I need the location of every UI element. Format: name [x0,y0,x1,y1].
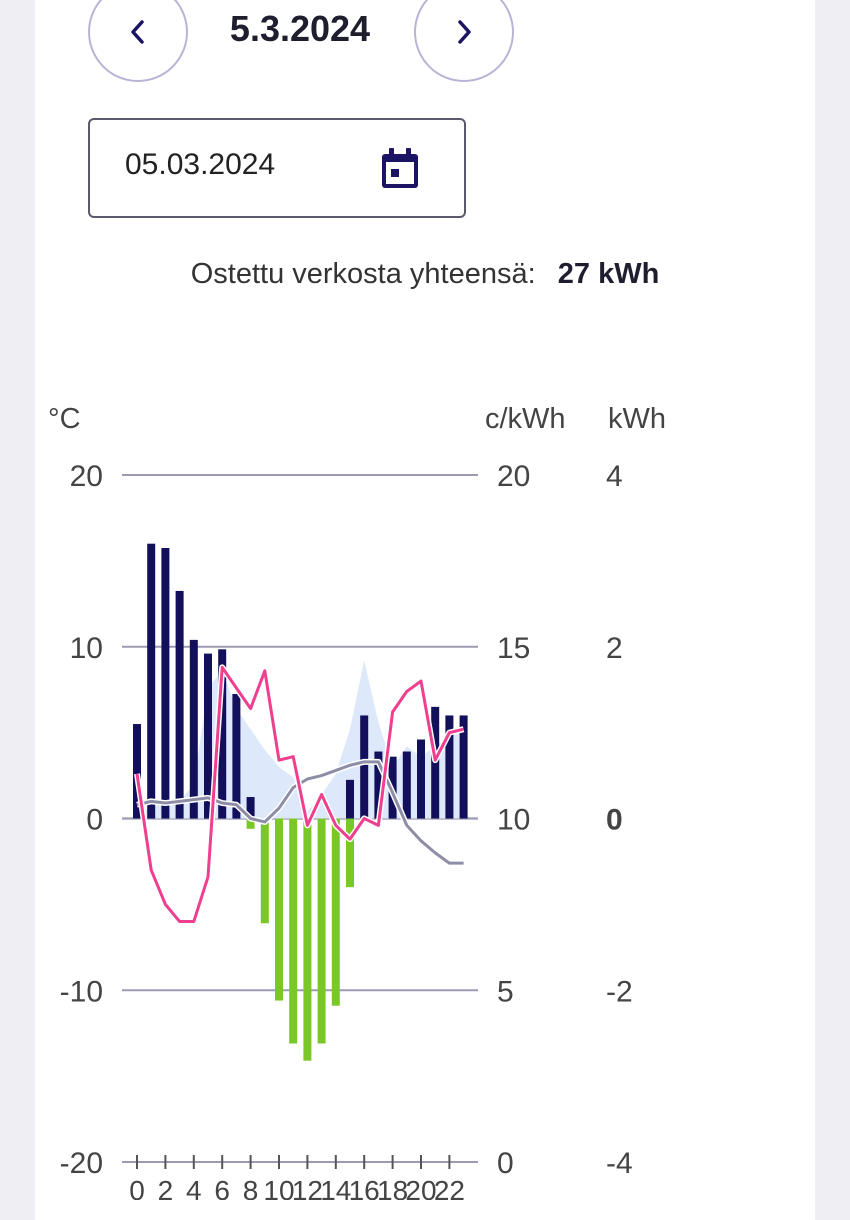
date-field-value: 05.03.2024 [125,148,276,181]
price-line [135,665,464,924]
right-axis-unit: kWh [608,403,666,435]
x-tick-label: 14 [320,1175,351,1200]
middle-axis-unit: c/kWh [485,403,566,435]
x-tick-label: 6 [214,1175,230,1200]
production-bar [260,818,269,924]
production-bar [275,818,283,1001]
consumption-bar [232,693,241,819]
left-tick-label: 0 [86,804,103,837]
summary-line: Ostettu verkosta yhteensä: 27 kWh [0,258,850,291]
consumption-bar [147,543,156,819]
middle-tick-label: 0 [497,1147,514,1180]
consumption-bar [459,715,468,819]
middle-tick-label: 20 [497,460,530,493]
production-bar [246,818,255,829]
date-title: 5.3.2024 [229,8,371,49]
x-tick-label: 22 [434,1175,465,1200]
consumption-bar [189,639,198,819]
summary-value: 27 kWh [557,258,660,290]
left-tick-label: -20 [60,1147,103,1180]
production-bar [303,818,312,1061]
x-tick-label: 0 [129,1175,145,1200]
summary-label: Ostettu verkosta yhteensä: [190,258,536,290]
consumption-bar [346,779,354,819]
x-tick-label: 20 [405,1175,436,1200]
consumption-bar [445,715,454,819]
x-tick-label: 12 [292,1175,323,1200]
right-tick-label: 0 [606,804,623,837]
calendar-icon[interactable] [380,146,420,190]
x-tick-label: 10 [263,1175,294,1200]
left-tick-label: -10 [60,975,103,1008]
x-tick-label: 16 [349,1175,380,1200]
production-bar [289,818,298,1044]
left-axis-unit: °C [48,403,81,435]
right-tick-label: 4 [606,460,623,493]
left-tick-label: 20 [70,460,103,493]
left-tick-label: 10 [70,632,103,665]
middle-tick-label: 5 [497,975,514,1008]
consumption-bar [360,715,369,819]
x-tick-label: 18 [377,1175,408,1200]
consumption-bar [204,653,212,819]
chevron-left-icon [131,20,144,44]
consumption-bar [218,649,227,819]
production-bar [317,818,326,1044]
consumption-bar [417,739,425,819]
x-tick-label: 8 [243,1175,259,1200]
x-tick-label: 2 [158,1175,174,1200]
consumption-bar [133,724,141,819]
consumption-bar [246,797,255,819]
right-tick-label: -2 [606,975,633,1008]
consumption-bar [402,751,411,819]
consumption-bar [175,590,184,819]
production-bar [346,818,354,888]
date-field[interactable]: 05.03.2024 [88,118,466,218]
production-bar [331,818,340,1006]
next-day-button[interactable] [414,0,514,82]
middle-tick-label: 10 [497,804,530,837]
consumption-bar [374,751,383,819]
x-tick-label: 4 [186,1175,202,1200]
right-tick-label: 2 [606,632,623,665]
consumption-bar [161,547,170,819]
middle-tick-label: 15 [497,632,530,665]
chevron-right-icon [458,20,471,44]
right-tick-label: -4 [606,1147,633,1180]
previous-day-button[interactable] [88,0,188,82]
